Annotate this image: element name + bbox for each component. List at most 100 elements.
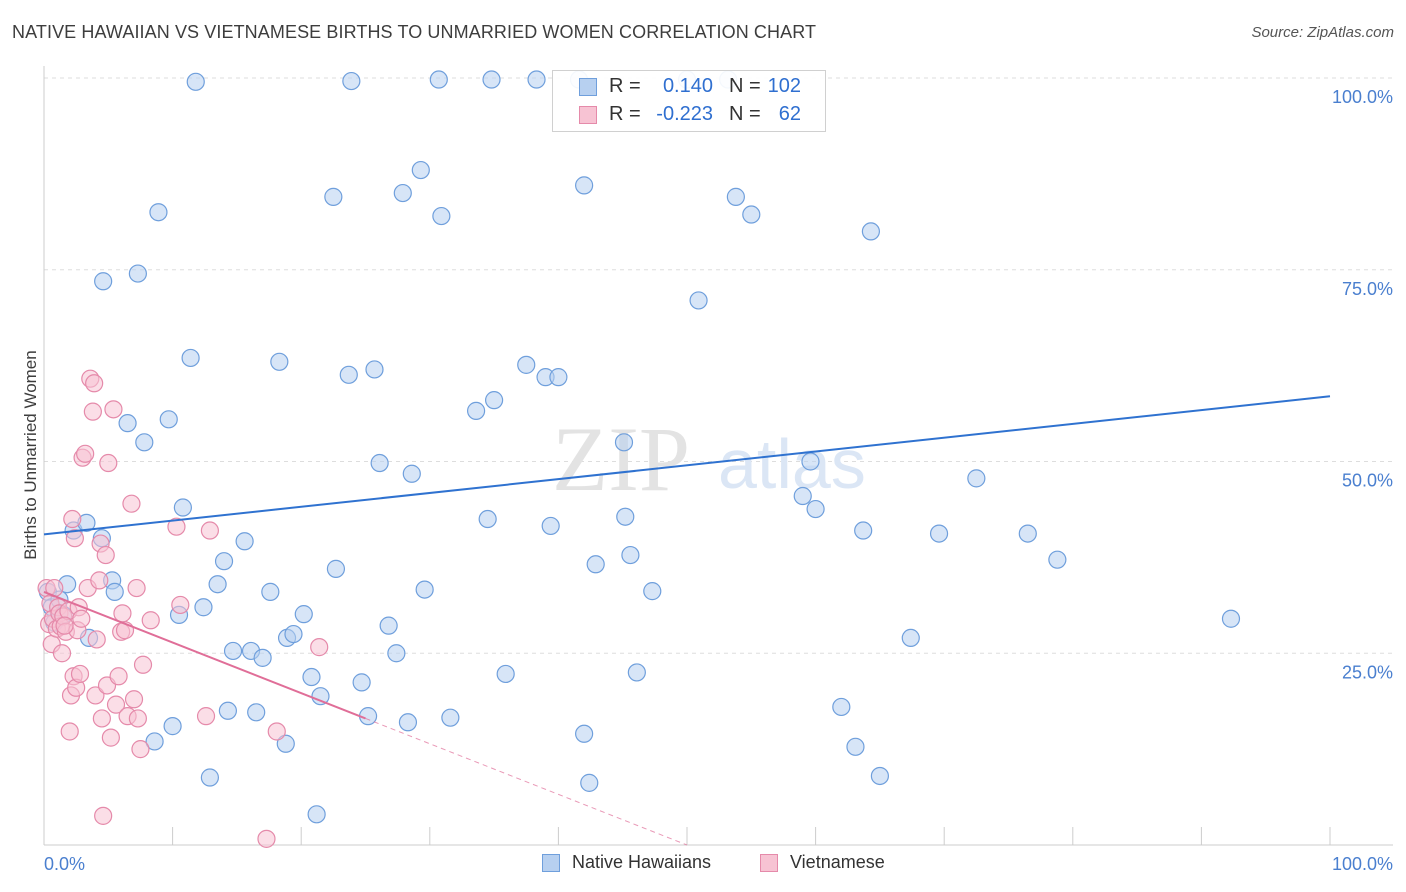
data-point-native-hawaiian — [482, 70, 501, 89]
grid — [44, 77, 1393, 654]
data-point-vietnamese — [92, 709, 111, 728]
data-point-native-hawaiian — [689, 291, 708, 310]
data-point-vietnamese — [200, 521, 219, 540]
data-point-native-hawaiian — [1048, 550, 1067, 569]
stats-legend: R = 0.140 N = 102 R = -0.223 N = 62 — [552, 70, 826, 132]
data-point-native-hawaiian — [284, 624, 303, 644]
legend-r-value: -0.223 — [656, 103, 713, 125]
legend-n-label: N = — [729, 103, 761, 125]
data-point-native-hawaiian — [411, 160, 430, 180]
data-point-vietnamese — [63, 509, 82, 529]
trend-line-vietnamese — [43, 590, 366, 720]
data-point-native-hawaiian — [870, 766, 890, 786]
watermark-atlas: atlas — [718, 425, 866, 503]
data-point-vietnamese — [257, 829, 276, 848]
data-point-native-hawaiian — [441, 708, 460, 727]
data-point-native-hawaiian — [393, 183, 412, 203]
data-point-vietnamese — [87, 630, 106, 649]
data-point-vietnamese — [60, 722, 79, 741]
data-point-vietnamese — [85, 374, 104, 393]
data-point-vietnamese — [94, 806, 113, 825]
data-point-native-hawaiian — [627, 663, 646, 682]
data-point-native-hawaiian — [324, 187, 343, 206]
data-point-native-hawaiian — [586, 555, 605, 574]
data-point-native-hawaiian — [253, 648, 272, 667]
data-point-native-hawaiian — [466, 401, 486, 420]
data-point-native-hawaiian — [149, 203, 168, 222]
data-point-native-hawaiian — [793, 486, 812, 506]
y-axis-label: Births to Unmarried Women — [21, 350, 40, 559]
data-point-native-hawaiian — [541, 516, 560, 536]
data-point-native-hawaiian — [270, 352, 289, 371]
data-point-native-hawaiian — [398, 713, 418, 732]
data-point-vietnamese — [52, 644, 72, 663]
data-point-native-hawaiian — [214, 552, 234, 571]
legend-swatch-blue — [542, 854, 560, 872]
source-label: Source: ZipAtlas.com — [1251, 24, 1394, 41]
data-point-vietnamese — [104, 400, 123, 419]
data-point-native-hawaiian — [806, 499, 825, 519]
data-point-native-hawaiian — [415, 580, 434, 599]
data-point-native-hawaiian — [846, 737, 865, 756]
data-point-native-hawaiian — [616, 507, 635, 526]
data-point-native-hawaiian — [801, 452, 820, 471]
series-vietnamese — [37, 369, 329, 848]
data-point-vietnamese — [65, 529, 84, 548]
data-point-native-hawaiian — [929, 524, 949, 543]
data-point-native-hawaiian — [128, 264, 147, 283]
data-point-native-hawaiian — [339, 365, 358, 384]
trend-lines — [43, 395, 1331, 846]
data-point-native-hawaiian — [200, 768, 219, 787]
data-point-native-hawaiian — [235, 532, 254, 551]
chart-title: NATIVE HAWAIIAN VS VIETNAMESE BIRTHS TO … — [12, 22, 817, 42]
data-point-native-hawaiian — [370, 453, 389, 473]
data-point-native-hawaiian — [186, 72, 205, 91]
data-point-native-hawaiian — [261, 582, 280, 601]
data-point-native-hawaiian — [402, 464, 421, 483]
data-point-native-hawaiian — [517, 355, 536, 374]
data-point-native-hawaiian — [208, 575, 227, 594]
data-point-vietnamese — [167, 517, 186, 536]
data-point-native-hawaiian — [307, 805, 326, 824]
data-point-native-hawaiian — [742, 205, 761, 224]
data-point-vietnamese — [113, 604, 132, 623]
legend-n-value: 62 — [778, 103, 801, 125]
data-point-native-hawaiian — [614, 433, 634, 452]
data-point-native-hawaiian — [105, 582, 124, 601]
data-point-vietnamese — [127, 578, 146, 598]
data-point-native-hawaiian — [342, 71, 361, 91]
data-point-vietnamese — [83, 402, 102, 421]
data-point-native-hawaiian — [118, 414, 137, 433]
data-point-native-hawaiian — [173, 498, 192, 517]
legend-label: Vietnamese — [790, 852, 885, 872]
legend-row-native-hawaiians: R = 0.140 N = 102 — [553, 73, 825, 101]
data-point-native-hawaiian — [901, 628, 920, 648]
legend-r-label: R = — [609, 103, 641, 125]
data-point-vietnamese — [101, 728, 120, 747]
data-point-native-hawaiian — [159, 410, 178, 429]
legend-swatch-pink — [579, 106, 597, 124]
y-tick-label: 100.0% — [1332, 87, 1393, 107]
data-point-native-hawaiian — [726, 187, 745, 206]
legend-label: Native Hawaiians — [572, 852, 712, 872]
data-point-vietnamese — [109, 667, 128, 686]
data-point-vietnamese — [131, 740, 150, 759]
data-point-native-hawaiian — [365, 360, 384, 379]
data-point-native-hawaiian — [485, 391, 504, 410]
y-tick-label: 25.0% — [1342, 662, 1393, 682]
data-point-native-hawaiian — [311, 687, 330, 706]
data-point-native-hawaiian — [247, 703, 266, 722]
data-point-native-hawaiian — [496, 664, 515, 684]
data-point-native-hawaiian — [854, 521, 873, 540]
data-point-native-hawaiian — [580, 773, 599, 792]
data-point-vietnamese — [70, 664, 90, 684]
data-point-native-hawaiian — [643, 582, 662, 601]
series-native-hawaiians — [38, 70, 1241, 824]
legend-swatch-blue — [579, 78, 597, 96]
data-point-native-hawaiian — [302, 667, 321, 687]
y-tick-label: 75.0% — [1342, 279, 1393, 299]
data-point-native-hawaiian — [223, 641, 243, 661]
data-point-native-hawaiian — [294, 605, 313, 624]
data-point-vietnamese — [86, 686, 105, 705]
data-point-vietnamese — [196, 707, 216, 726]
